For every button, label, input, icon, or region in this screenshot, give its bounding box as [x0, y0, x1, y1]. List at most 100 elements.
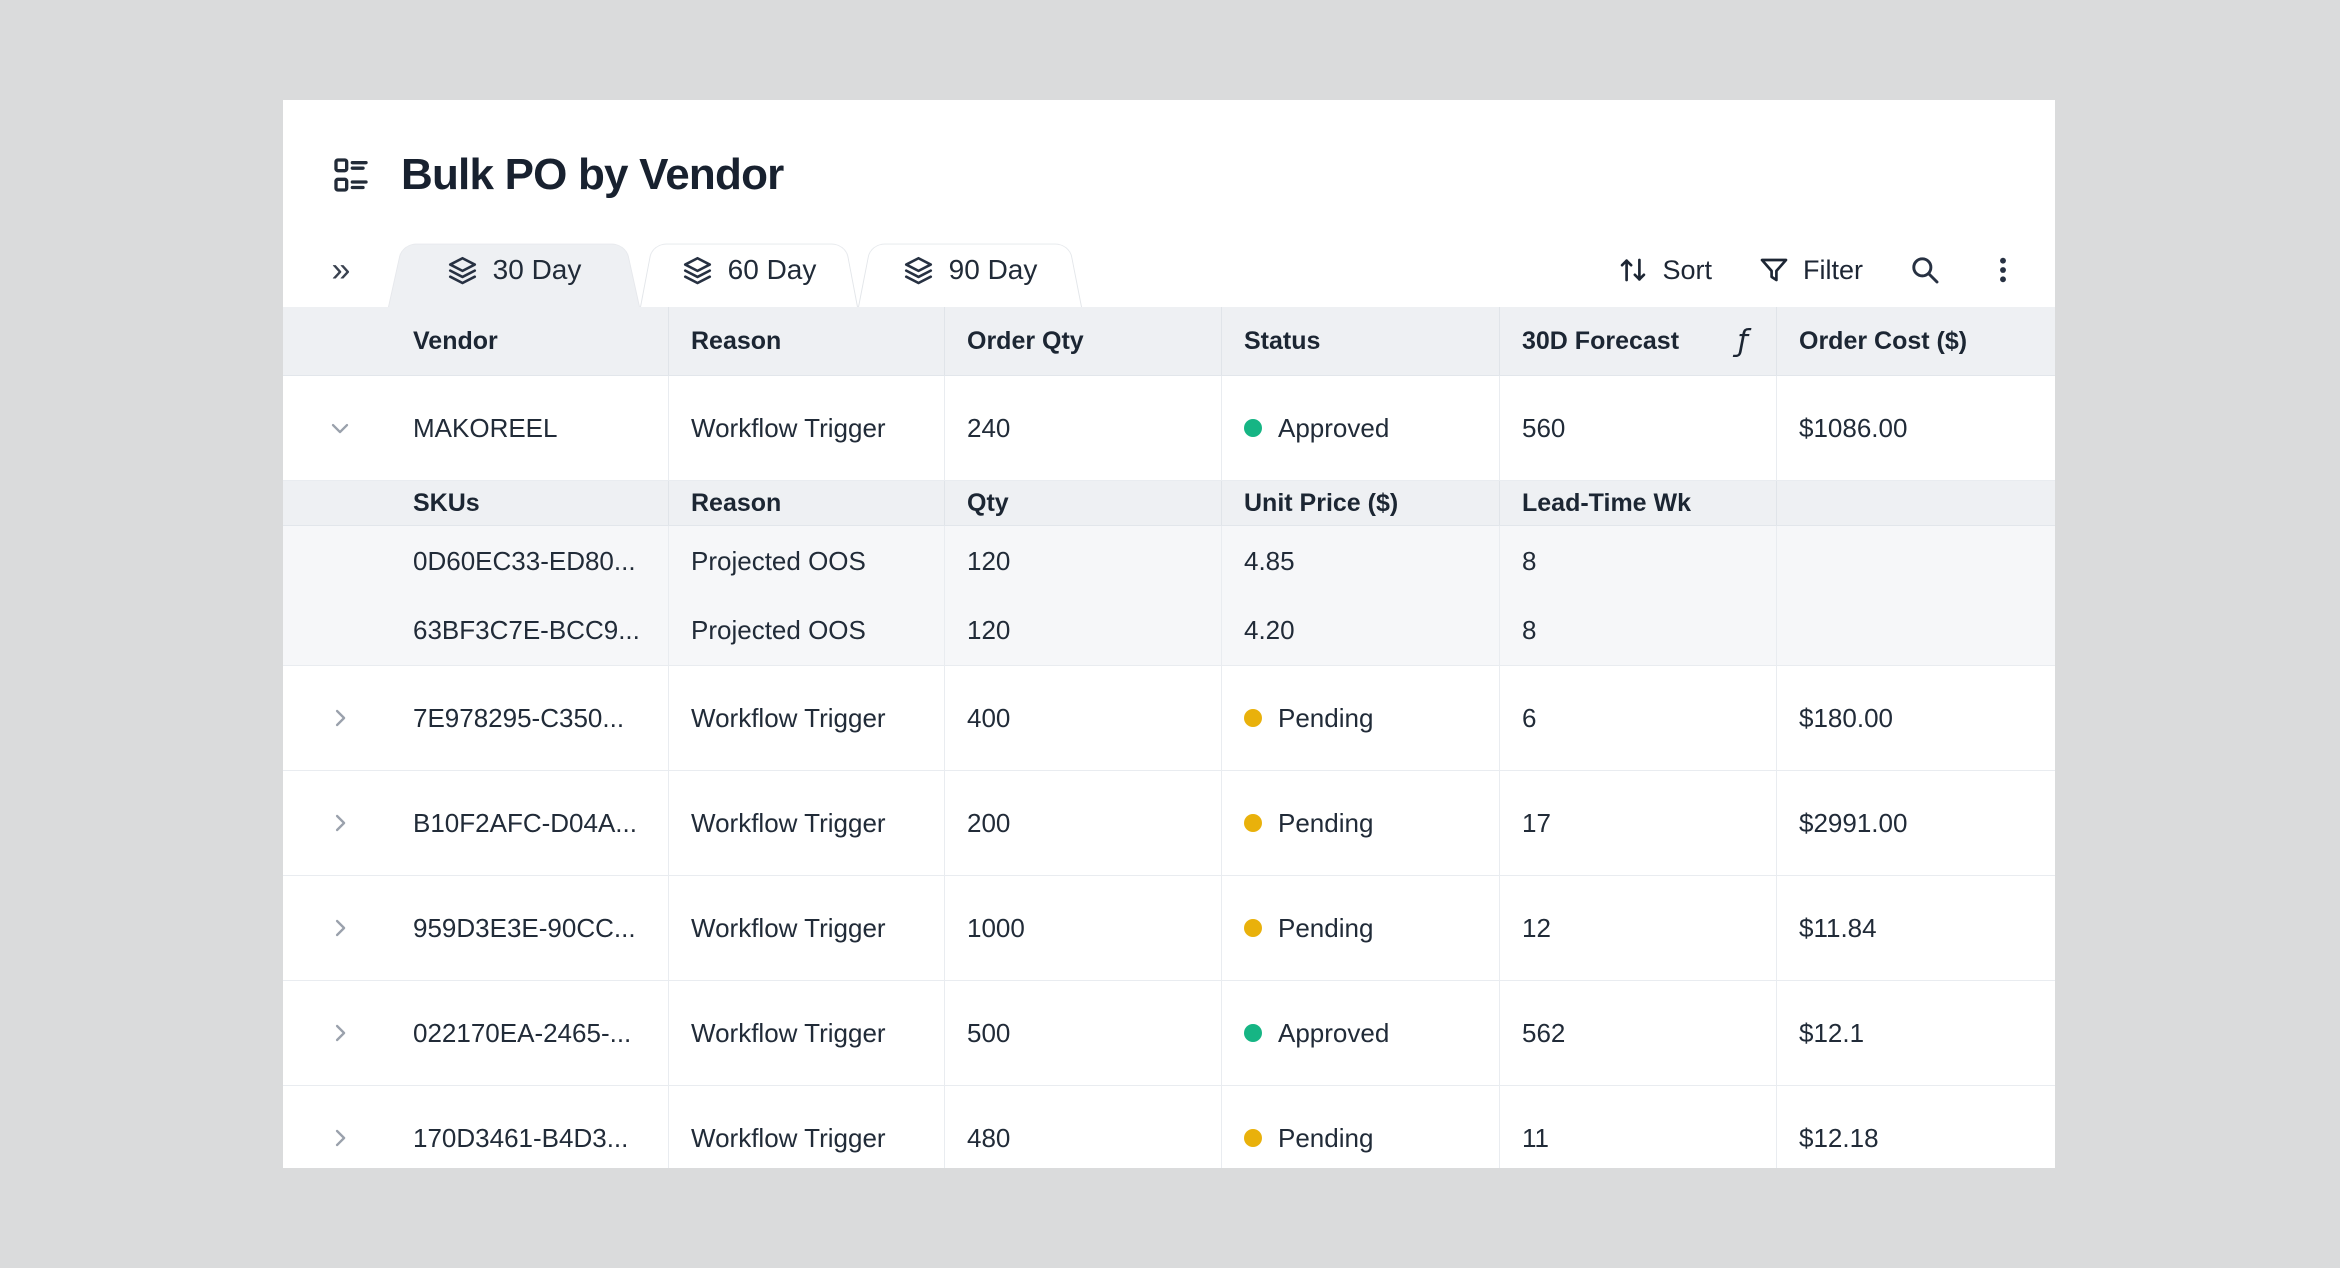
order-cost-cell: $11.84 — [1799, 912, 1877, 943]
order-cost-cell: $12.18 — [1799, 1122, 1879, 1153]
reason-cell: Workflow Trigger — [669, 981, 945, 1085]
chevron-down-icon[interactable] — [325, 413, 355, 443]
subcolumn-header-lead-time: Lead-Time Wk — [1500, 481, 1777, 525]
status-dot — [1244, 1024, 1262, 1042]
table-row[interactable]: 7E978295-C350... Workflow Trigger 400 Pe… — [283, 666, 2055, 771]
kebab-menu-icon — [2000, 257, 2006, 283]
table-row[interactable]: B10F2AFC-D04A... Workflow Trigger 200 Pe… — [283, 771, 2055, 876]
sku-cell: 63BF3C7E-BCC9... — [283, 596, 669, 665]
unit-price-cell: 4.85 — [1222, 526, 1500, 596]
search-icon — [1912, 257, 1939, 284]
sort-button[interactable]: Sort — [1617, 254, 1712, 286]
vendor-cell: 7E978295-C350... — [413, 702, 625, 733]
vendor-cell: 022170EA-2465-... — [413, 1017, 632, 1048]
chevron-right-icon[interactable] — [325, 808, 355, 838]
reason-cell: Workflow Trigger — [669, 771, 945, 875]
status-dot — [1244, 919, 1262, 937]
empty-cell — [1777, 596, 2055, 665]
chevron-right-icon[interactable] — [325, 1123, 355, 1153]
order-cost-cell: $12.1 — [1799, 1017, 1865, 1048]
status-label: Pending — [1278, 702, 1374, 733]
status-label: Approved — [1278, 412, 1390, 443]
unit-price-cell: 4.20 — [1222, 596, 1500, 665]
status-dot — [1244, 709, 1262, 727]
tab-label: 60 Day — [727, 254, 817, 285]
subcolumn-header-skus: SKUs — [283, 481, 669, 525]
forecast-header-label: 30D Forecast — [1522, 326, 1680, 355]
column-header-order-cost: Order Cost ($) — [1799, 326, 1968, 355]
collapse-tabs-button[interactable]: » — [313, 233, 369, 307]
column-header-forecast: 30D Forecast ƒ — [1500, 307, 1777, 375]
layers-icon — [904, 256, 932, 284]
chevron-right-icon[interactable] — [325, 913, 355, 943]
subcolumn-header-empty — [1777, 481, 2055, 525]
tab-label: 90 Day — [948, 254, 1038, 285]
vendor-cell: B10F2AFC-D04A... — [413, 807, 637, 838]
function-icon: ƒ — [1737, 323, 1748, 359]
sort-arrows-icon — [1621, 258, 1646, 282]
sort-label: Sort — [1662, 254, 1712, 285]
sku-cell: 0D60EC33-ED80... — [283, 526, 669, 596]
day-range-tabs: 30 Day 60 Day — [388, 233, 1082, 307]
chevron-right-icon[interactable] — [325, 1018, 355, 1048]
vendor-cell: MAKOREEL — [413, 412, 558, 443]
layout-list-icon — [331, 155, 371, 195]
table-row[interactable]: 959D3E3E-90CC... Workflow Trigger 1000 P… — [283, 876, 2055, 981]
reason-cell: Workflow Trigger — [669, 666, 945, 770]
title-row: Bulk PO by Vendor — [331, 150, 784, 200]
table-row[interactable]: 022170EA-2465-... Workflow Trigger 500 A… — [283, 981, 2055, 1086]
order-qty-cell: 400 — [945, 666, 1222, 770]
tabs-toolbar-row: » 30 Day — [283, 233, 2055, 307]
status-dot — [1244, 419, 1262, 437]
table-header-row: Vendor Reason Order Qty Status 30D Forec… — [283, 307, 2055, 376]
column-header-vendor: Vendor — [283, 307, 669, 375]
table-row[interactable]: 170D3461-B4D3... Workflow Trigger 480 Pe… — [283, 1086, 2055, 1168]
order-qty-cell: 240 — [945, 376, 1222, 480]
lead-time-cell: 8 — [1500, 526, 1777, 596]
filter-button[interactable]: Filter — [1758, 254, 1863, 286]
sku-subtable: SKUs Reason Qty Unit Price ($) Lead-Time… — [283, 481, 2055, 666]
tab-60-day[interactable]: 60 Day — [640, 233, 858, 307]
status-cell: Approved — [1222, 981, 1500, 1085]
status-dot — [1244, 1129, 1262, 1147]
tab-90-day[interactable]: 90 Day — [858, 233, 1082, 307]
qty-cell: 120 — [945, 596, 1222, 665]
subtable-header-row: SKUs Reason Qty Unit Price ($) Lead-Time… — [283, 481, 2055, 526]
status-label: Pending — [1278, 912, 1374, 943]
filter-label: Filter — [1803, 254, 1863, 285]
qty-cell: 120 — [945, 526, 1222, 596]
more-options-button[interactable] — [1987, 254, 2019, 286]
lead-time-cell: 8 — [1500, 596, 1777, 665]
forecast-cell: 11 — [1500, 1086, 1777, 1168]
reason-cell: Workflow Trigger — [669, 1086, 945, 1168]
status-cell: Pending — [1222, 771, 1500, 875]
forecast-cell: 560 — [1500, 376, 1777, 480]
bulk-po-card: Bulk PO by Vendor » 30 Day — [283, 100, 2055, 1168]
forecast-cell: 12 — [1500, 876, 1777, 980]
order-qty-cell: 200 — [945, 771, 1222, 875]
search-button[interactable] — [1909, 254, 1941, 286]
vendor-cell: 170D3461-B4D3... — [413, 1122, 629, 1153]
status-cell: Pending — [1222, 1086, 1500, 1168]
tab-label: 30 Day — [492, 254, 582, 285]
order-cost-cell: $180.00 — [1799, 702, 1893, 733]
tab-30-day[interactable]: 30 Day — [388, 233, 640, 307]
chevron-right-icon[interactable] — [325, 703, 355, 733]
column-header-order-qty: Order Qty — [945, 307, 1222, 375]
order-cost-cell: $2991.00 — [1799, 807, 1908, 838]
page-title: Bulk PO by Vendor — [401, 150, 784, 199]
order-cost-cell: $1086.00 — [1799, 412, 1908, 443]
column-header-reason: Reason — [669, 307, 945, 375]
subcolumn-header-qty: Qty — [945, 481, 1222, 525]
forecast-cell: 17 — [1500, 771, 1777, 875]
table-actions: Sort Filter — [1617, 233, 2019, 307]
subtable-row: 0D60EC33-ED80... Projected OOS 120 4.85 … — [283, 526, 2055, 596]
status-label: Pending — [1278, 807, 1374, 838]
forecast-cell: 562 — [1500, 981, 1777, 1085]
reason-cell: Workflow Trigger — [669, 876, 945, 980]
table-row[interactable]: MAKOREEL Workflow Trigger 240 Approved 5… — [283, 376, 2055, 481]
status-dot — [1244, 814, 1262, 832]
status-label: Approved — [1278, 1017, 1390, 1048]
layers-icon — [683, 256, 711, 284]
